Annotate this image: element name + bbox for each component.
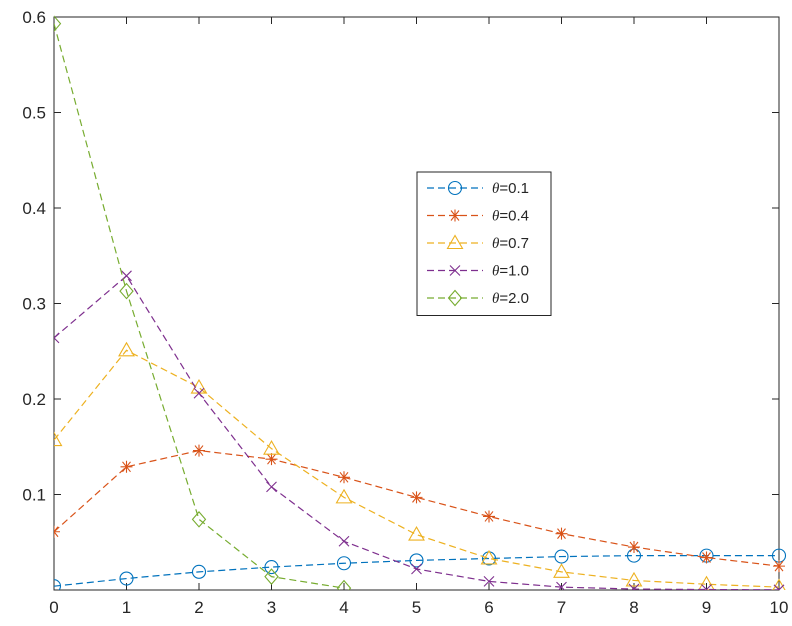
data-point-marker [191,564,207,579]
legend-value: =0.7 [499,235,529,252]
data-point-marker [480,549,498,565]
x-tick-label: 8 [629,598,638,617]
data-point-marker [119,571,134,586]
data-point-marker [264,568,279,585]
series-line [54,555,779,587]
legend-value: =0.1 [499,180,529,197]
legend-label: θ=0.4 [492,208,529,225]
data-point-marker [191,510,207,528]
x-tick-label: 7 [557,598,566,617]
data-point-marker [54,579,62,590]
data-point-marker [336,556,352,571]
x-tick-label: 3 [267,598,276,617]
legend-theta-symbol: θ [492,236,500,252]
y-tick-label: 0.6 [22,8,46,27]
data-point-marker [556,581,567,590]
data-point-marker [408,526,425,541]
data-point-marker [701,584,712,590]
y-tick-label: 0.4 [22,199,46,218]
data-point-marker [263,440,280,455]
x-tick-label: 10 [770,598,789,617]
data-point-marker [483,576,495,587]
data-point-marker [411,563,422,575]
legend-item: θ=2.0 [427,289,529,307]
data-point-marker [54,431,63,447]
legend-theta-symbol: θ [492,291,500,307]
series-asterisk [54,444,785,573]
legend-value: =2.0 [499,290,529,307]
x-tick-label: 0 [49,598,58,617]
data-point-marker [335,488,353,504]
data-point-marker [700,551,713,564]
legend-item: θ=1.0 [427,263,529,280]
y-tick-label: 0.1 [22,486,46,505]
legend-value: =1.0 [499,263,529,280]
x-tick-label: 5 [412,598,421,617]
data-point-marker [265,453,278,466]
legend-item: θ=0.4 [427,208,529,225]
x-tick-label: 9 [702,598,711,617]
data-point-marker [338,535,350,547]
data-point-marker [554,549,569,564]
y-tick-label: 0.5 [22,104,46,123]
series-line [54,449,780,567]
legend-value: =0.4 [499,208,529,225]
data-point-marker [410,491,423,504]
x-tick-label: 6 [484,598,493,617]
series-line [54,23,345,589]
x-tick-label: 1 [122,598,131,617]
legend-box [416,171,552,316]
data-point-marker [773,560,785,573]
data-point-marker [119,282,134,300]
legend-marker [449,265,461,276]
data-point-marker [54,332,60,344]
series-x [54,270,785,590]
data-point-marker [555,527,568,540]
data-point-marker [266,481,277,493]
data-point-marker [773,584,785,590]
legend-item: θ=0.7 [427,234,529,252]
x-tick-label: 4 [339,598,348,617]
data-point-marker [120,460,133,473]
data-point-marker [193,444,205,457]
legend-label: θ=1.0 [492,263,529,280]
legend-theta-symbol: θ [492,181,500,197]
data-point-marker [628,541,640,554]
data-point-marker [338,471,350,484]
series-diamond [54,15,352,590]
legend-theta-symbol: θ [492,209,500,225]
data-point-marker [336,579,352,590]
data-point-marker [483,510,495,523]
legend-marker [449,209,461,222]
data-point-marker [625,571,643,587]
legend-marker [447,180,463,196]
data-point-marker [118,341,135,357]
data-point-marker [628,583,640,590]
legend-theta-symbol: θ [492,264,500,280]
y-tick-label: 0.2 [22,390,46,409]
legend-marker [447,289,463,307]
data-point-marker [409,553,424,568]
legend-marker [446,234,464,250]
legend-item: θ=0.1 [427,180,529,197]
legend-label: θ=2.0 [492,290,529,307]
data-point-marker [553,563,570,578]
data-point-marker [193,387,205,399]
y-tick-label: 0.3 [22,295,46,314]
legend-label: θ=0.1 [492,180,529,197]
x-tick-label: 2 [194,598,203,617]
data-point-marker [264,560,279,575]
series-line [54,349,780,588]
data-point-marker [54,15,62,33]
legend-label: θ=0.7 [492,235,529,252]
series-circle [54,548,787,590]
legend: θ=0.1θ=0.4θ=0.7θ=1.0θ=2.0 [416,171,552,316]
